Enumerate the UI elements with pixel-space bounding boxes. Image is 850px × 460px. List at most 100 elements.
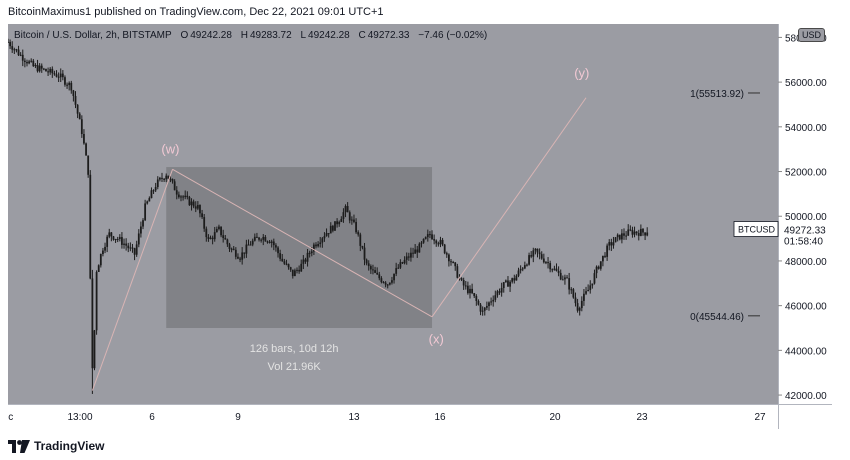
candle-body bbox=[165, 175, 168, 180]
candle-body bbox=[401, 262, 404, 264]
candle-body bbox=[30, 60, 33, 62]
candle-body bbox=[469, 288, 471, 294]
candle-body bbox=[213, 232, 216, 240]
candle-body bbox=[540, 254, 543, 259]
candle-body bbox=[93, 330, 96, 369]
candle-body bbox=[156, 179, 159, 188]
candle-body bbox=[591, 283, 594, 286]
symbol-tag-label: BTCUSD bbox=[738, 225, 776, 235]
candle-body bbox=[194, 206, 197, 209]
candle-body bbox=[8, 41, 9, 43]
candle-body bbox=[258, 237, 260, 240]
candle-body bbox=[17, 49, 20, 56]
candle-body bbox=[530, 255, 533, 257]
candle-body bbox=[199, 205, 201, 214]
candle-body bbox=[215, 229, 218, 233]
candle-body bbox=[627, 229, 630, 236]
candle-body bbox=[623, 233, 625, 236]
candle-body bbox=[340, 218, 343, 222]
candle-body bbox=[270, 241, 273, 243]
candle-body bbox=[272, 241, 275, 246]
candle-body bbox=[281, 258, 284, 262]
candle-body bbox=[644, 232, 646, 236]
x-tick-label: 27 bbox=[754, 412, 766, 423]
candle-body bbox=[256, 236, 258, 238]
high-value: 49283.72 bbox=[249, 30, 292, 41]
candle-body bbox=[163, 178, 166, 180]
candle-body bbox=[536, 248, 539, 253]
time-axis bbox=[8, 404, 778, 429]
candle-body bbox=[91, 278, 94, 369]
fib-level-label: 0(45544.46) bbox=[690, 312, 744, 323]
candle-body bbox=[542, 258, 545, 263]
chart-area[interactable]: (w) (x) (y) 126 bars, 10d 12h Vol 21.96K 1(55… bbox=[8, 24, 832, 429]
candle-body bbox=[481, 310, 484, 312]
candle-body bbox=[131, 247, 134, 249]
candle-body bbox=[127, 245, 130, 249]
candle-body bbox=[391, 280, 393, 283]
candle-body bbox=[502, 282, 505, 289]
candle-body bbox=[620, 233, 623, 240]
x-tick-label: 23 bbox=[636, 412, 648, 423]
candle-body bbox=[551, 269, 554, 271]
candle-body bbox=[513, 278, 516, 281]
candle-body bbox=[15, 49, 18, 51]
candle-body bbox=[450, 261, 452, 263]
candle-body bbox=[338, 221, 341, 225]
candle-body bbox=[241, 252, 244, 260]
candle-body bbox=[108, 232, 111, 237]
candle-body bbox=[300, 263, 303, 272]
price-chart[interactable]: (w) (x) (y) 126 bars, 10d 12h Vol 21.96K 1(55… bbox=[8, 24, 832, 429]
symbol-title[interactable]: Bitcoin / U.S. Dollar, 2h, BITSTAMP bbox=[14, 30, 172, 41]
candle-body bbox=[83, 133, 85, 144]
candle-body bbox=[399, 262, 402, 268]
candle-body bbox=[437, 243, 440, 245]
candle-body bbox=[580, 300, 583, 309]
candle-body bbox=[140, 226, 142, 234]
range-bars-label: 126 bars, 10d 12h bbox=[250, 343, 339, 355]
candle-body bbox=[350, 219, 353, 221]
candle-body bbox=[443, 244, 446, 254]
candle-body bbox=[112, 236, 115, 240]
candle-body bbox=[570, 289, 573, 291]
candle-body bbox=[230, 248, 233, 250]
candle-body bbox=[441, 239, 444, 245]
candle-body bbox=[395, 268, 398, 274]
bar-countdown: 01:58:40 bbox=[784, 237, 823, 248]
candle-body bbox=[99, 254, 102, 266]
candle-body bbox=[496, 291, 499, 296]
candle-body bbox=[633, 231, 636, 235]
candle-body bbox=[538, 252, 541, 255]
high-key: H bbox=[240, 30, 248, 41]
candle-body bbox=[317, 244, 320, 247]
candle-body bbox=[589, 285, 592, 290]
candle-body bbox=[26, 61, 28, 64]
candle-body bbox=[429, 234, 431, 236]
candle-body bbox=[346, 206, 349, 213]
candle-body bbox=[460, 278, 463, 281]
candle-body bbox=[466, 285, 469, 294]
candle-body bbox=[102, 250, 104, 255]
candle-body bbox=[616, 234, 619, 238]
candle-body bbox=[456, 266, 459, 278]
candle-body bbox=[80, 119, 83, 134]
candle-body bbox=[331, 225, 334, 231]
candle-body bbox=[422, 238, 425, 243]
candle-body bbox=[40, 65, 43, 69]
candle-body bbox=[23, 60, 26, 62]
candle-body bbox=[574, 297, 577, 304]
candle-body bbox=[488, 302, 490, 307]
candle-body bbox=[625, 235, 628, 237]
candle-body bbox=[47, 71, 49, 73]
candle-body bbox=[287, 264, 290, 268]
y-tick-label: 42000.00 bbox=[785, 391, 827, 402]
candle-body bbox=[137, 233, 140, 245]
candle-body bbox=[485, 306, 488, 308]
x-tick-label: 20 bbox=[549, 412, 561, 423]
candle-body bbox=[369, 266, 372, 270]
currency-button[interactable]: USD bbox=[798, 28, 826, 42]
candle-body bbox=[253, 236, 256, 241]
candle-body bbox=[420, 242, 423, 244]
candle-body bbox=[397, 267, 400, 269]
candle-body bbox=[376, 272, 379, 275]
